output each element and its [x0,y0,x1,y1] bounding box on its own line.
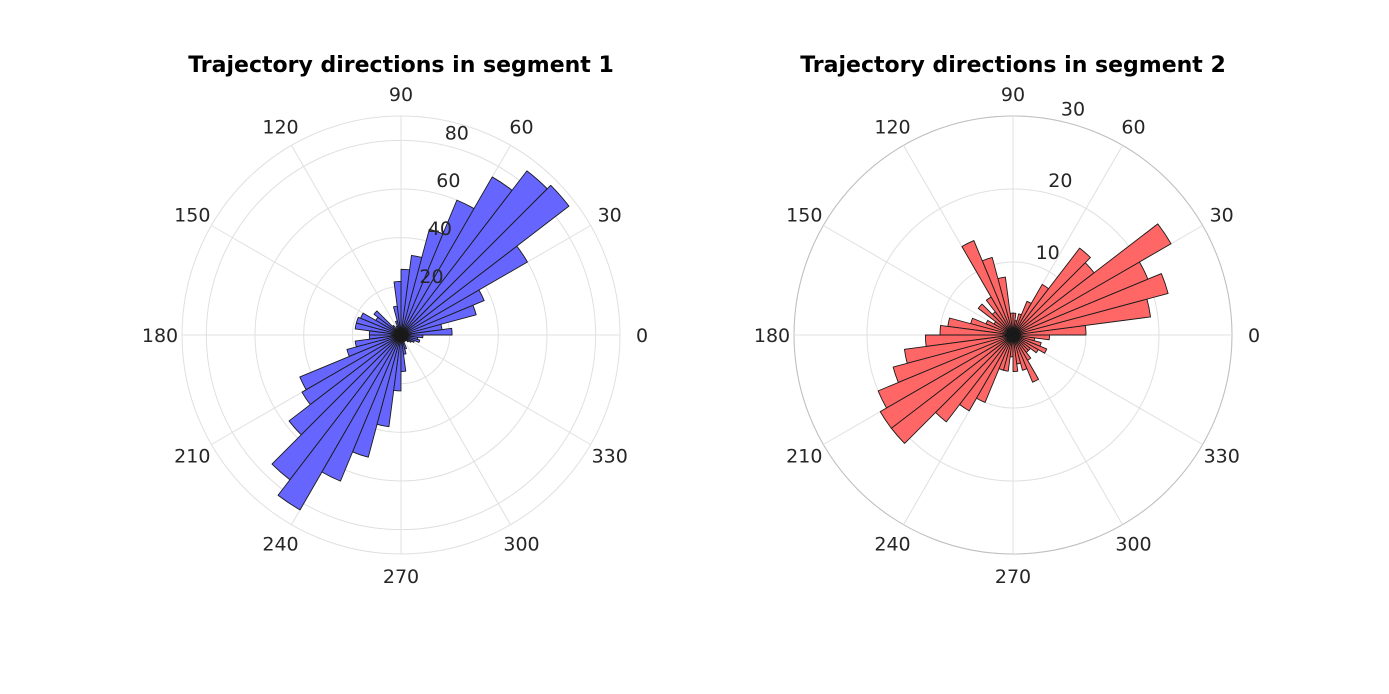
histogram-bar [393,334,402,392]
histogram-bar [376,334,402,428]
theta-grid-spoke [400,334,591,445]
histogram-bar [890,334,1014,444]
r-tick-label: 30 [1061,98,1085,120]
r-tick-label: 20 [419,266,443,288]
histogram-bar [1003,334,1014,372]
chart-title-segment-2: Trajectory directions in segment 2 [800,53,1226,78]
theta-grid-spoke [400,334,511,525]
theta-tick-label: 60 [1121,116,1145,138]
histogram-bar [1012,334,1050,341]
histogram-bar [1012,313,1022,336]
histogram-bar [400,184,570,336]
histogram-bar [373,310,402,336]
histogram-bar [1012,334,1042,347]
theta-tick-label: 120 [874,116,910,138]
theta-tick-label: 270 [383,566,419,588]
theta-tick-label: 180 [754,325,790,347]
r-tick-label: 40 [428,218,452,240]
histogram-bar [1012,223,1172,336]
histogram-bar [400,334,421,343]
histogram-bar [321,334,402,482]
theta-tick-label: 30 [598,205,622,227]
histogram-bar [961,240,1014,336]
histogram-bar [976,334,1014,403]
histogram-bar [959,334,1014,412]
polar-panel-segment-1: Trajectory directions in segment 1 0 30 60… [142,53,648,588]
theta-tick-label: 300 [1115,534,1151,556]
theta-tick-label: 240 [262,534,298,556]
histogram-bar [400,268,411,336]
histogram-bar [1012,283,1049,336]
theta-tick-label: 120 [262,116,298,138]
histogram-bar [1012,247,1091,336]
theta-tick-label: 180 [142,325,178,347]
theta-tick-label: 90 [1001,84,1025,106]
theta-tick-label: 0 [1248,325,1260,347]
histogram-bar [985,296,1014,336]
theta-grid-spoke [823,225,1014,336]
histogram-bar [1012,273,1169,336]
polar-panel-segment-2: Trajectory directions in segment 2 0 30 60… [754,53,1260,588]
histogram-bar [354,322,402,336]
theta-tick-label: 0 [636,325,648,347]
theta-tick-label: 330 [592,446,628,468]
histogram-bar [400,334,424,339]
histogram-bar [400,170,548,336]
r-tick-label: 80 [445,122,469,144]
r-tick-label: 20 [1048,170,1072,192]
theta-tick-label: 90 [389,84,413,106]
r-tick-label: 60 [436,170,460,192]
theta-tick-label: 300 [503,534,539,556]
theta-tick-label: 210 [174,446,210,468]
theta-tick-label: 150 [786,205,822,227]
histogram-bar [400,199,475,336]
histogram-bar [352,334,402,458]
histogram-bar [1012,300,1032,336]
theta-tick-label: 270 [995,566,1031,588]
histogram-bar [400,228,444,336]
theta-tick-label: 60 [509,116,533,138]
theta-tick-label: 30 [1210,205,1234,227]
theta-tick-label: 150 [174,205,210,227]
histogram-bar [935,334,1014,423]
histogram-bar [277,334,402,511]
histogram-bar [400,176,513,336]
theta-grid-spoke [291,145,402,336]
histogram-bar [400,254,423,336]
histogram-bar [977,303,1014,336]
r-tick-label: 10 [1036,242,1060,264]
theta-tick-label: 210 [786,446,822,468]
theta-tick-label: 330 [1204,446,1240,468]
chart-title-segment-1: Trajectory directions in segment 1 [188,53,614,78]
histogram-bar [1012,334,1048,354]
theta-tick-label: 240 [874,534,910,556]
